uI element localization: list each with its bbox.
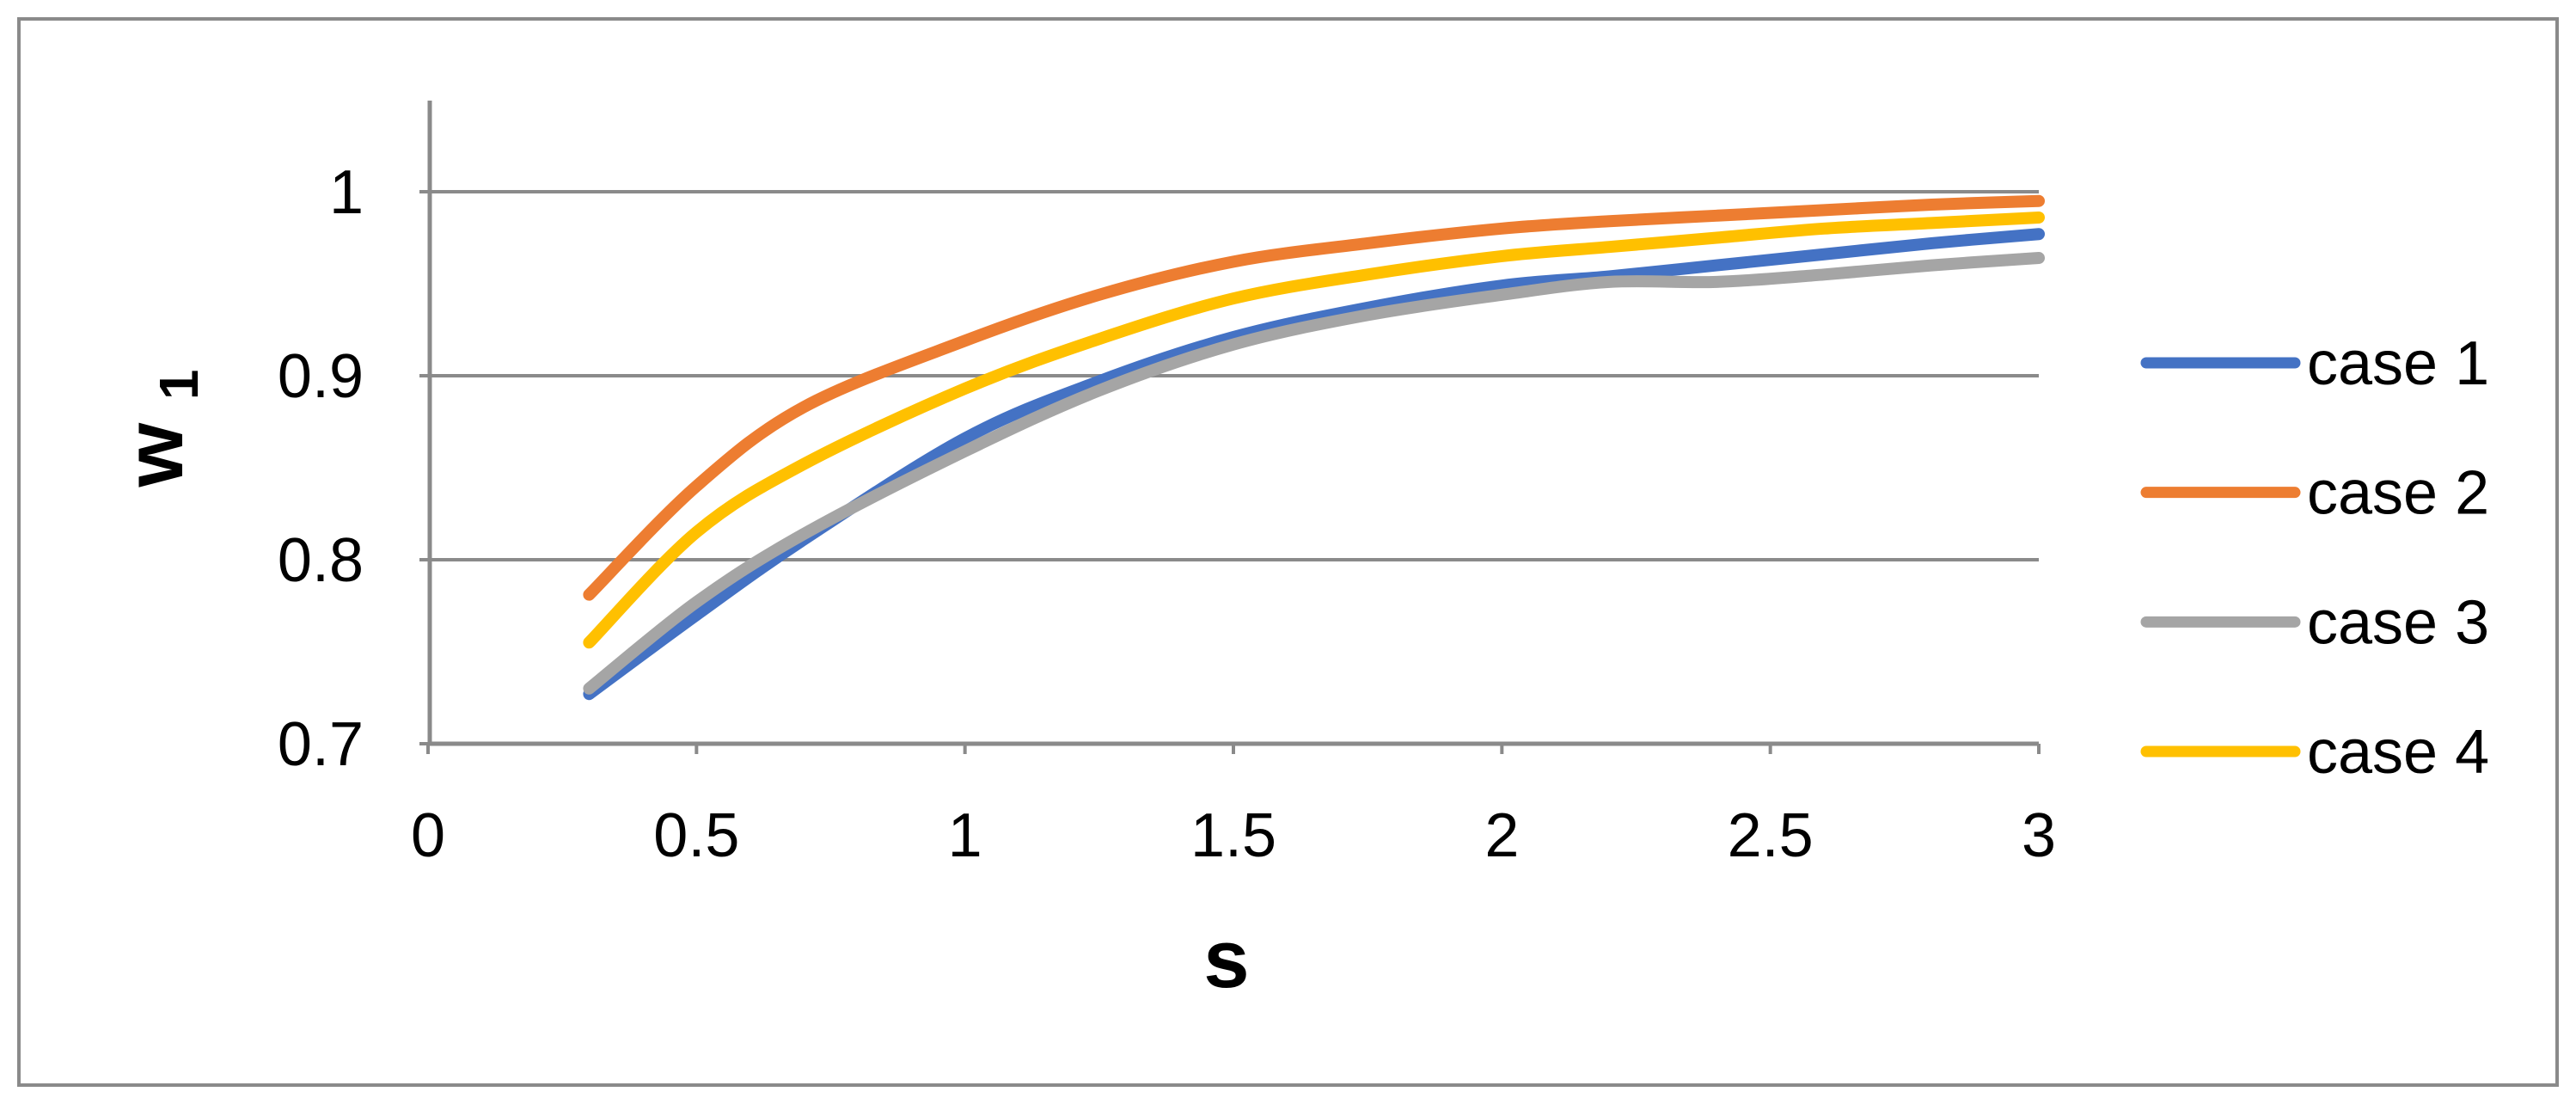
legend-item-case-2: case 2 — [2140, 459, 2489, 528]
y-tick-labels: 0.7 0.8 0.9 1 — [278, 158, 364, 779]
series-lines — [583, 194, 2046, 701]
legend-label: case 1 — [2307, 329, 2489, 398]
gridlines — [430, 190, 2039, 561]
y-tick-label: 0.8 — [278, 526, 364, 595]
x-tick-label: 3 — [2022, 801, 2056, 870]
legend-item-case-3: case 3 — [2140, 588, 2489, 657]
series-line-case-2 — [583, 194, 2046, 601]
x-tick-label: 0.5 — [653, 801, 739, 870]
x-tick-label: 2.5 — [1728, 801, 1814, 870]
series-line-case-4 — [583, 211, 2046, 649]
x-axis-title: s — [1203, 913, 1249, 1005]
y-tick-label: 1 — [329, 158, 364, 227]
y-tick-label: 0.9 — [278, 342, 364, 411]
y-axis-title-main: w — [108, 422, 200, 488]
legend-item-case-4: case 4 — [2140, 718, 2489, 787]
series-line-case-3 — [583, 252, 2046, 695]
axes — [427, 101, 2039, 746]
legend-label: case 4 — [2307, 718, 2489, 787]
legend-label: case 3 — [2307, 588, 2489, 657]
y-axis-title-subscript: 1 — [148, 370, 210, 401]
y-tick-label: 0.7 — [278, 710, 364, 779]
legend-item-case-1: case 1 — [2140, 329, 2489, 398]
x-tick-label: 1 — [948, 801, 982, 870]
legend-label: case 2 — [2307, 459, 2489, 528]
x-tick-labels: 0 0.5 1 1.5 2 2.5 3 — [411, 801, 2056, 870]
y-axis-title: w 1 — [108, 370, 210, 488]
x-tick-label: 1.5 — [1190, 801, 1276, 870]
x-tick-label: 2 — [1484, 801, 1519, 870]
legend: case 1 case 2 case 3 case 4 — [2140, 329, 2489, 787]
chart-border — [17, 17, 2559, 1087]
x-tick-label: 0 — [411, 801, 445, 870]
tick-marks — [419, 190, 2041, 754]
